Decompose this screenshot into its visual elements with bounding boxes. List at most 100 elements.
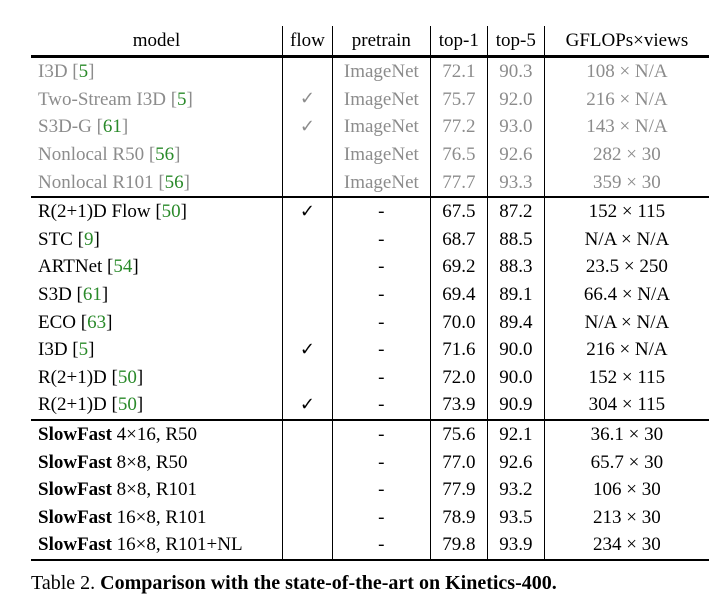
caption-title: Comparison with the state-of-the-art on … [100, 572, 557, 594]
flow-cell [282, 56, 333, 86]
flow-check-icon: ✓ [282, 335, 333, 364]
pretrain-cell: ImageNet [331, 85, 431, 114]
model-cell: R(2+1)D [50] [38, 366, 144, 388]
header-gflops: GFLOPs×views [543, 26, 709, 57]
table-row: I3D [5] ImageNet 72.1 90.3 108 × N/A [31, 56, 709, 86]
header-pretrain: pretrain [331, 26, 431, 57]
table-caption: Table 2. Comparison with the state-of-th… [31, 572, 557, 595]
top1-cell: 69.4 [429, 280, 488, 309]
top5-cell: 93.3 [486, 168, 545, 197]
model-cell: ARTNet [54] [38, 256, 139, 278]
top5-cell: 92.1 [486, 418, 545, 449]
top5-cell: 87.2 [486, 195, 545, 226]
gflops-cell: N/A × N/A [543, 225, 709, 254]
flow-cell [282, 448, 333, 476]
gflops-cell: 216 × N/A [543, 335, 709, 364]
pretrain-cell: ImageNet [331, 168, 431, 197]
model-cell: S3D [61] [38, 284, 109, 306]
model-cell: ECO [63] [38, 311, 113, 333]
top5-cell: 90.9 [486, 391, 545, 420]
gflops-cell: 143 × N/A [543, 113, 709, 141]
flow-check-icon: ✓ [282, 391, 333, 420]
gflops-cell: 213 × 30 [543, 503, 709, 532]
gflops-cell: 23.5 × 250 [543, 253, 709, 281]
pretrain-cell: ImageNet [331, 56, 431, 86]
pretrain-cell: ImageNet [331, 113, 431, 141]
gflops-cell: 152 × 115 [543, 195, 709, 226]
top1-cell: 73.9 [429, 391, 488, 420]
table-row: ECO [63] - 70.0 89.4 N/A × N/A [31, 308, 709, 336]
pretrain-cell: ImageNet [331, 140, 431, 169]
top5-cell: 93.0 [486, 113, 545, 141]
top5-cell: 92.0 [486, 85, 545, 114]
table-row: SlowFast 8×8, R101 - 77.9 93.2 106 × 30 [31, 475, 709, 504]
top1-cell: 69.2 [429, 253, 488, 281]
table-row: S3D [61] - 69.4 89.1 66.4 × N/A [31, 280, 709, 309]
table-row: R(2+1)D Flow [50] ✓ - 67.5 87.2 152 × 11… [31, 195, 709, 226]
top1-cell: 77.0 [429, 448, 488, 476]
pretrain-cell: - [331, 391, 431, 420]
pretrain-cell: - [331, 448, 431, 476]
flow-cell [282, 363, 333, 392]
top5-cell: 93.2 [486, 475, 545, 504]
top5-cell: 90.0 [486, 335, 545, 364]
top5-cell: 92.6 [486, 140, 545, 169]
header-model: model [132, 30, 181, 51]
citation-link[interactable]: 56 [164, 171, 184, 193]
top1-cell: 78.9 [429, 503, 488, 532]
flow-cell [282, 253, 333, 281]
top1-cell: 70.0 [429, 308, 488, 336]
gflops-cell: 65.7 × 30 [543, 448, 709, 476]
citation-link[interactable]: 5 [177, 88, 187, 110]
gflops-cell: 152 × 115 [543, 363, 709, 392]
model-cell: SlowFast 16×8, R101 [38, 506, 207, 528]
gflops-cell: 66.4 × N/A [543, 280, 709, 309]
citation-link[interactable]: 50 [117, 366, 137, 388]
top1-cell: 75.7 [429, 85, 488, 114]
top5-cell: 88.5 [486, 225, 545, 254]
gflops-cell: 282 × 30 [543, 140, 709, 169]
top1-cell: 71.6 [429, 335, 488, 364]
top5-cell: 92.6 [486, 448, 545, 476]
table-row: SlowFast 16×8, R101+NL - 79.8 93.9 234 ×… [31, 531, 709, 561]
top5-cell: 89.4 [486, 308, 545, 336]
gflops-cell: 359 × 30 [543, 168, 709, 197]
citation-link[interactable]: 5 [78, 61, 89, 83]
model-cell: I3D [5] [38, 61, 95, 83]
pretrain-cell: - [331, 531, 431, 561]
citation-link[interactable]: 5 [78, 339, 89, 361]
citation-link[interactable]: 63 [87, 311, 107, 333]
flow-check-icon: ✓ [282, 85, 333, 114]
comparison-table: model flow pretrain top-1 top-5 GFLOPs×v… [31, 26, 709, 561]
top1-cell: 72.1 [429, 56, 488, 86]
citation-link[interactable]: 61 [82, 284, 102, 306]
citation-link[interactable]: 9 [83, 228, 94, 250]
pretrain-cell: - [331, 225, 431, 254]
header-flow: flow [282, 26, 333, 57]
table-row: R(2+1)D [50] ✓ - 73.9 90.9 304 × 115 [31, 391, 709, 420]
top5-cell: 93.5 [486, 503, 545, 532]
pretrain-cell: - [331, 308, 431, 336]
model-cell: S3D-G [61] [38, 116, 129, 138]
flow-cell [282, 503, 333, 532]
citation-link[interactable]: 61 [102, 116, 122, 138]
citation-link[interactable]: 54 [113, 256, 133, 278]
top1-cell: 77.9 [429, 475, 488, 504]
flow-cell [282, 168, 333, 197]
top5-cell: 89.1 [486, 280, 545, 309]
citation-link[interactable]: 50 [161, 201, 181, 223]
citation-link[interactable]: 50 [117, 394, 137, 416]
pretrain-cell: - [331, 253, 431, 281]
pretrain-cell: - [331, 418, 431, 449]
pretrain-cell: - [331, 195, 431, 226]
top1-cell: 72.0 [429, 363, 488, 392]
pretrain-cell: - [331, 475, 431, 504]
table-row: Nonlocal R101 [56] ImageNet 77.7 93.3 35… [31, 168, 709, 197]
model-cell: STC [9] [38, 228, 100, 250]
gflops-cell: 36.1 × 30 [543, 418, 709, 449]
pretrain-cell: - [331, 503, 431, 532]
pretrain-cell: - [331, 363, 431, 392]
model-cell: Nonlocal R101 [56] [38, 171, 190, 193]
citation-link[interactable]: 56 [155, 144, 175, 166]
top1-cell: 75.6 [429, 418, 488, 449]
